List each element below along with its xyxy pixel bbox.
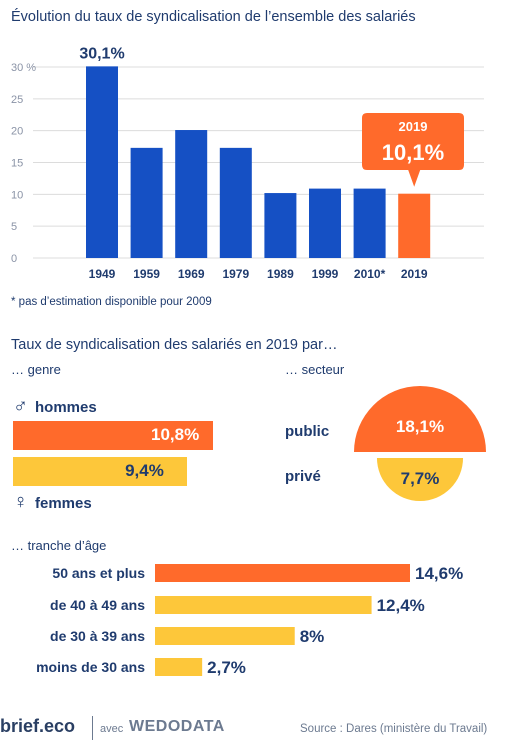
- annotation-1949: 30,1%: [79, 45, 124, 62]
- age-subtitle: … tranche d’âge: [11, 538, 107, 553]
- genre-subtitle: … genre: [11, 362, 61, 377]
- x-tick-label: 1969: [178, 267, 205, 281]
- x-tick-label: 1979: [222, 267, 249, 281]
- bar-1969: [175, 130, 208, 258]
- age-bar: [155, 658, 203, 676]
- age-value-label: 8%: [300, 627, 325, 646]
- age-category-label: moins de 30 ans: [36, 659, 145, 675]
- hommes-label: ♂ hommes: [13, 395, 97, 418]
- y-tick-label: 30 %: [11, 62, 36, 74]
- female-symbol-icon: ♀: [13, 491, 28, 513]
- femmes-value-label: 9,4%: [125, 461, 164, 480]
- public-label: public: [285, 423, 329, 440]
- wedodata-logo: WEDODATA: [129, 718, 225, 735]
- prive-label: privé: [285, 468, 321, 485]
- x-tick-label: 1999: [312, 267, 339, 281]
- y-tick-label: 10: [11, 189, 23, 201]
- age-category-label: 50 ans et plus: [52, 565, 145, 581]
- age-bar: [155, 596, 372, 614]
- x-tick-label: 1989: [267, 267, 294, 281]
- callout-value: 10,1%: [382, 140, 444, 165]
- bar-1999: [309, 188, 341, 258]
- x-tick-label: 2019: [401, 267, 428, 281]
- age-bar: [155, 627, 295, 645]
- section-title: Taux de syndicalisation des salariés en …: [11, 337, 338, 353]
- footnote: * pas d’estimation disponible pour 2009: [11, 296, 212, 308]
- age-value-label: 14,6%: [415, 564, 463, 583]
- bar-2019: [398, 193, 431, 258]
- secteur-chart: public privé 18,1% 7,7%: [285, 386, 486, 502]
- source-text: Source : Dares (ministère du Travail): [300, 723, 488, 735]
- y-tick-label: 15: [11, 158, 23, 170]
- male-symbol-icon: ♂: [13, 395, 28, 417]
- bar-1959: [130, 147, 163, 258]
- age-bar-chart: 50 ans et plus 14,6% de 40 à 49 ans 12,4% de…: [36, 564, 463, 677]
- public-half-circle: [354, 386, 486, 452]
- secteur-subtitle: … secteur: [285, 362, 345, 377]
- bar-1989: [264, 193, 297, 258]
- chart-title: Évolution du taux de syndicalisation de …: [11, 9, 416, 25]
- femmes-bar: [13, 457, 188, 486]
- y-tick-label: 5: [11, 221, 17, 233]
- y-tick-label: 0: [11, 253, 17, 265]
- age-value-label: 2,7%: [207, 658, 246, 677]
- hommes-text: hommes: [35, 399, 97, 416]
- femmes-text: femmes: [35, 495, 92, 512]
- bar-1979: [219, 147, 252, 258]
- brief-eco-logo: brief.eco: [0, 716, 76, 736]
- annotations: 30,1% 2019 10,1%: [79, 45, 464, 187]
- callout-year: 2019: [399, 119, 428, 134]
- age-value-label: 12,4%: [377, 596, 425, 615]
- age-category-label: de 30 à 39 ans: [50, 628, 145, 644]
- x-tick-label: 2010*: [354, 267, 386, 281]
- prive-half-circle: [376, 458, 464, 502]
- footer-divider: [92, 716, 93, 740]
- bars: [86, 66, 431, 258]
- evolution-bar-chart: 0 5 10 15 20 25 30 % 1949 1959 1969 1979 1989 1999 2…: [11, 45, 484, 281]
- x-tick-labels: 1949 1959 1969 1979 1989 1999 2010* 2019: [89, 267, 428, 281]
- footer-avec: avec: [100, 723, 124, 735]
- femmes-label: ♀ femmes: [13, 491, 92, 514]
- hommes-value-label: 10,8%: [151, 425, 200, 444]
- hommes-bar: [13, 421, 213, 450]
- x-tick-label: 1949: [89, 267, 116, 281]
- bar-1949: [86, 66, 118, 258]
- y-tick-label: 20: [11, 126, 23, 138]
- y-tick-label: 25: [11, 94, 23, 106]
- callout-2019: [362, 113, 464, 187]
- x-tick-label: 1959: [133, 267, 160, 281]
- prive-value-label: 7,7%: [401, 469, 440, 488]
- age-bars: 50 ans et plus 14,6% de 40 à 49 ans 12,4% de…: [36, 564, 463, 677]
- y-tick-labels: 0 5 10 15 20 25 30 %: [11, 62, 36, 265]
- age-bar: [155, 564, 410, 582]
- bar-2010*: [353, 188, 386, 258]
- age-category-label: de 40 à 49 ans: [50, 597, 145, 613]
- public-value-label: 18,1%: [396, 417, 444, 436]
